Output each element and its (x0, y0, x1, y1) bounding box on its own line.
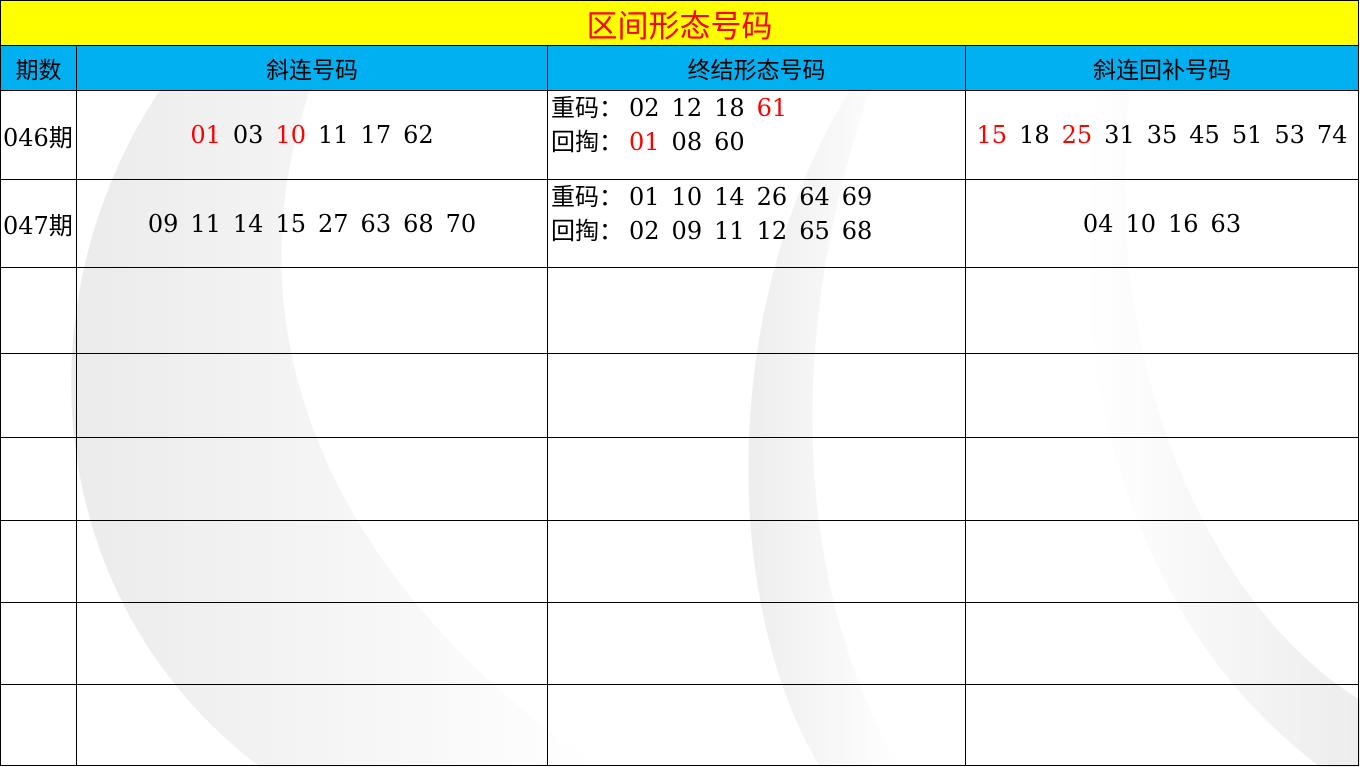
chongma-label: 重码： (551, 94, 623, 122)
empty-cell (548, 268, 966, 354)
empty-cell (77, 521, 548, 603)
number: 64 (799, 183, 830, 211)
number: 45 (1189, 121, 1220, 149)
empty-cell (548, 603, 966, 685)
number: 68 (841, 217, 873, 245)
number: 63 (360, 209, 392, 238)
empty-cell (966, 685, 1359, 766)
number: 09 (671, 217, 703, 245)
empty-cell (966, 268, 1359, 354)
number: 10 (1125, 209, 1156, 238)
number: 01 (190, 121, 221, 149)
number: 14 (232, 209, 264, 238)
number: 12 (756, 217, 788, 245)
empty-cell (548, 521, 966, 603)
zhongjie-cell: 重码： 02 12 18 61 回掏： 01 08 60 (548, 91, 966, 180)
number: 53 (1274, 121, 1305, 149)
empty-cell (0, 438, 77, 521)
number: 27 (318, 209, 349, 238)
number: 31 (1104, 121, 1135, 149)
empty-cell (548, 354, 966, 438)
xielian-cell: 01 03 10 11 17 62 (77, 91, 548, 180)
huitao-line: 回掏： 01 08 60 (551, 125, 751, 159)
number: 70 (445, 209, 477, 238)
number: 35 (1146, 121, 1178, 149)
header-xielian: 斜连号码 (77, 46, 548, 91)
number: 02 (629, 94, 660, 122)
empty-cell (966, 354, 1359, 438)
huibu-cell: 15 18 25 31 35 45 51 53 74 (966, 91, 1359, 180)
empty-cell (77, 685, 548, 766)
period-cell: 046期 (0, 91, 77, 180)
table-title: 区间形态号码 (0, 0, 1359, 46)
huitao-label: 回掏： (551, 128, 623, 156)
number: 10 (275, 121, 306, 149)
huitao-label: 回掏： (551, 217, 623, 245)
number: 12 (671, 94, 703, 122)
xielian-cell: 09 11 14 15 27 63 68 70 (77, 180, 548, 268)
empty-cell (0, 685, 77, 766)
number: 18 (714, 94, 745, 122)
number: 63 (1210, 209, 1242, 238)
number: 65 (799, 217, 830, 245)
chongma-label: 重码： (551, 183, 623, 211)
huibu-cell: 04 10 16 63 (966, 180, 1359, 268)
number: 17 (360, 121, 392, 149)
empty-cell (966, 438, 1359, 521)
number: 15 (275, 209, 306, 238)
number: 08 (671, 128, 703, 156)
period-cell: 047期 (0, 180, 77, 268)
number: 11 (318, 121, 349, 149)
number: 60 (714, 128, 745, 156)
empty-cell (77, 603, 548, 685)
number: 62 (403, 121, 434, 149)
number: 04 (1082, 209, 1114, 238)
number: 15 (976, 121, 1008, 149)
number: 02 (629, 217, 660, 245)
number: 14 (714, 183, 745, 211)
number: 25 (1061, 121, 1093, 149)
number: 18 (1019, 121, 1050, 149)
number: 69 (841, 183, 873, 211)
number: 16 (1168, 209, 1199, 238)
number: 10 (671, 183, 703, 211)
header-zhongjie: 终结形态号码 (548, 46, 966, 91)
chongma-line: 重码： 02 12 18 61 (551, 91, 793, 125)
number: 11 (714, 217, 745, 245)
empty-cell (548, 685, 966, 766)
chongma-line: 重码： 01 10 14 26 64 69 (551, 180, 878, 214)
empty-cell (966, 603, 1359, 685)
empty-cell (0, 268, 77, 354)
empty-cell (966, 521, 1359, 603)
empty-cell (77, 268, 548, 354)
empty-cell (548, 438, 966, 521)
empty-cell (0, 521, 77, 603)
number: 26 (756, 183, 788, 211)
header-period: 期数 (0, 46, 77, 91)
header-huibu: 斜连回补号码 (966, 46, 1359, 91)
empty-cell (0, 603, 77, 685)
empty-cell (0, 354, 77, 438)
number: 61 (756, 94, 788, 122)
number: 74 (1316, 121, 1348, 149)
empty-cell (77, 354, 548, 438)
number: 11 (190, 209, 221, 238)
zhongjie-cell: 重码： 01 10 14 26 64 69 回掏： 02 09 11 12 65 68 (548, 180, 966, 268)
empty-cell (77, 438, 548, 521)
number: 51 (1231, 121, 1263, 149)
number: 03 (232, 121, 264, 149)
number: 09 (147, 209, 179, 238)
huitao-line: 回掏： 02 09 11 12 65 68 (551, 214, 878, 248)
number: 01 (629, 128, 660, 156)
number: 01 (629, 183, 660, 211)
number: 68 (403, 209, 434, 238)
